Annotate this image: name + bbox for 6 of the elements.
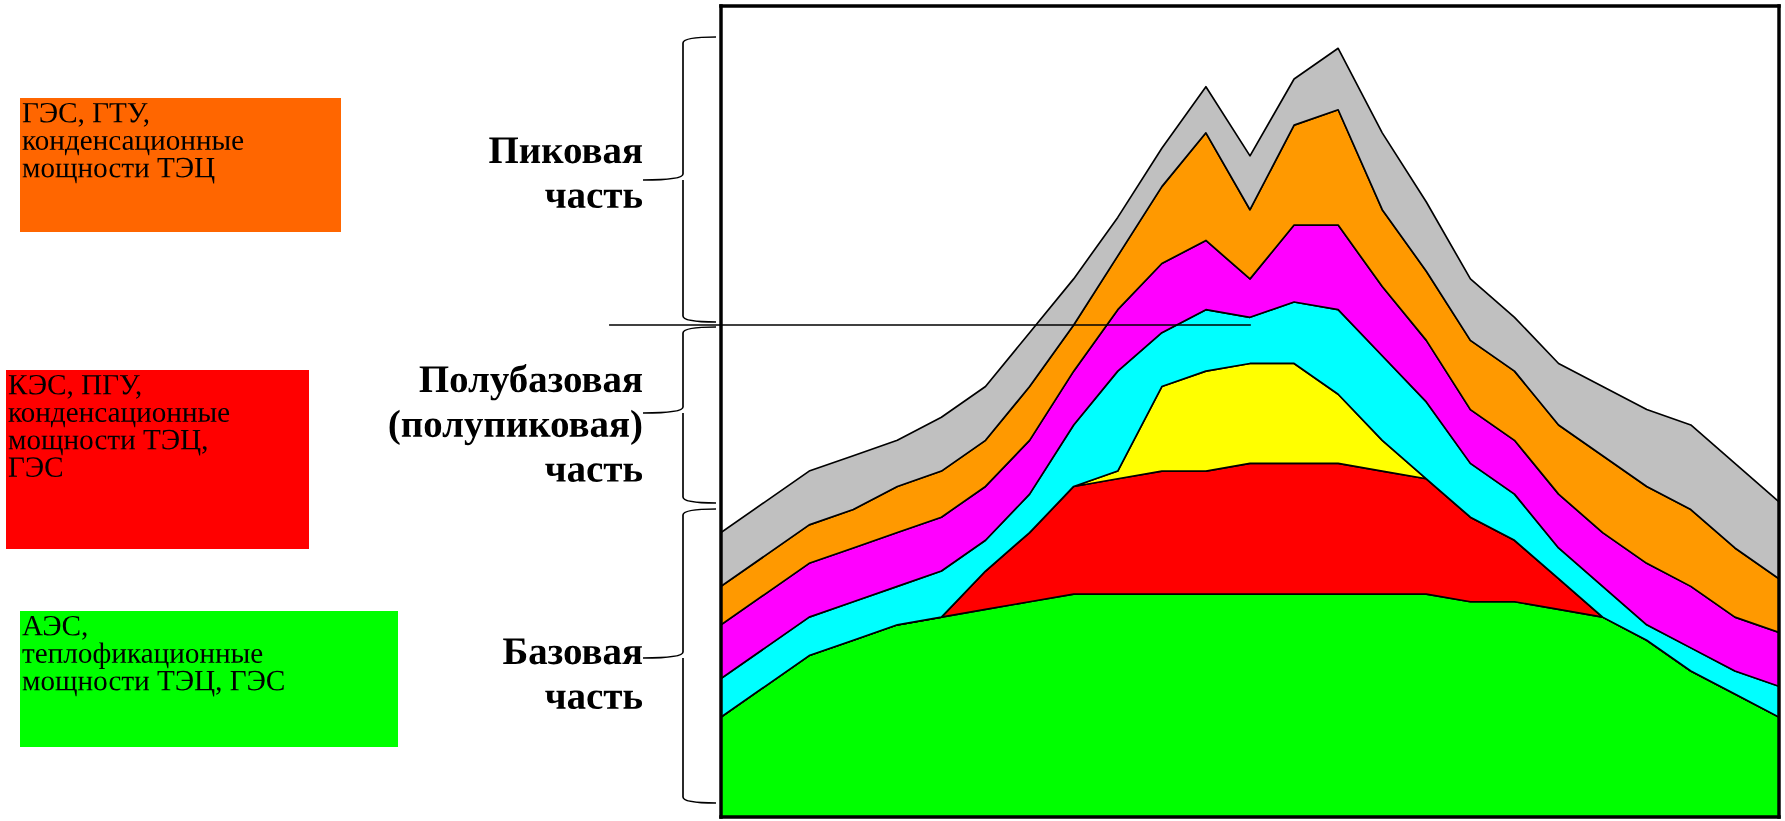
text: Пиковая часть [489,137,643,209]
text: Полубазовая (полупиковая) часть [389,364,643,482]
text: ГЭС, ГТУ, конденсационные мощности ТЭЦ [22,102,244,184]
text: АЭС, теплофикационные мощности ТЭЦ, ГЭС [22,615,284,697]
text: КЭС, ПГУ, конденсационные мощности ТЭЦ, ГЭС [8,374,230,477]
text: Базовая часть [503,638,643,710]
